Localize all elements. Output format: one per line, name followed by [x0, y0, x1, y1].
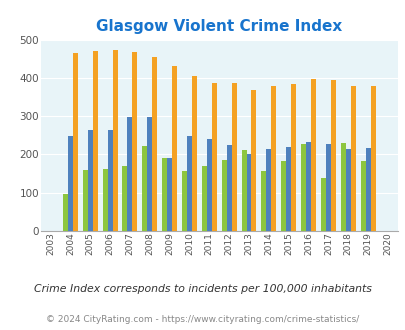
Bar [112, 50, 117, 231]
Bar [68, 136, 72, 231]
Bar [162, 157, 167, 231]
Bar [102, 169, 107, 231]
Bar [142, 146, 147, 231]
Bar [345, 149, 350, 231]
Bar [92, 51, 98, 231]
Bar [310, 79, 315, 231]
Bar [246, 154, 251, 231]
Bar [83, 170, 87, 231]
Bar [266, 149, 271, 231]
Bar [360, 161, 365, 231]
Bar [87, 130, 92, 231]
Bar [221, 160, 226, 231]
Bar [172, 66, 177, 231]
Bar [147, 117, 152, 231]
Bar [350, 85, 355, 231]
Bar [181, 171, 187, 231]
Bar [286, 147, 290, 231]
Bar [305, 142, 310, 231]
Bar [127, 117, 132, 231]
Bar [107, 130, 112, 231]
Text: © 2024 CityRating.com - https://www.cityrating.com/crime-statistics/: © 2024 CityRating.com - https://www.city… [46, 315, 359, 324]
Bar [261, 171, 266, 231]
Bar [241, 150, 246, 231]
Bar [330, 80, 335, 231]
Bar [132, 52, 137, 231]
Bar [63, 194, 68, 231]
Bar [167, 157, 172, 231]
Bar [281, 161, 286, 231]
Bar [201, 166, 206, 231]
Bar [320, 178, 325, 231]
Bar [122, 166, 127, 231]
Bar [290, 84, 295, 231]
Bar [152, 57, 157, 231]
Bar [340, 143, 345, 231]
Bar [251, 90, 256, 231]
Bar [72, 53, 78, 231]
Bar [211, 83, 216, 231]
Bar [206, 139, 211, 231]
Bar [271, 86, 276, 231]
Bar [301, 144, 305, 231]
Bar [231, 83, 236, 231]
Bar [192, 76, 196, 231]
Bar [370, 86, 375, 231]
Bar [187, 136, 192, 231]
Text: Crime Index corresponds to incidents per 100,000 inhabitants: Crime Index corresponds to incidents per… [34, 284, 371, 294]
Bar [226, 145, 231, 231]
Bar [325, 144, 330, 231]
Title: Glasgow Violent Crime Index: Glasgow Violent Crime Index [96, 19, 341, 34]
Bar [365, 148, 370, 231]
